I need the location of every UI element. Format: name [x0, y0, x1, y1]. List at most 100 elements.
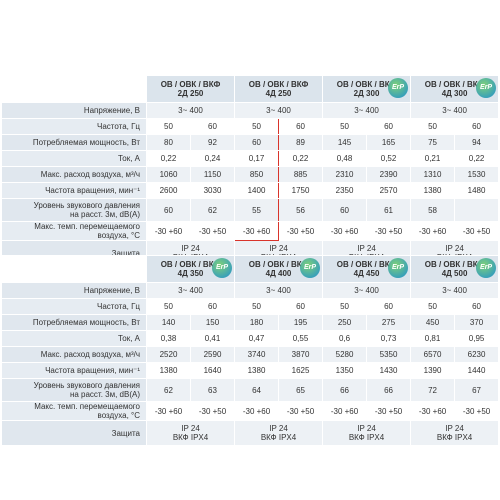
- value-text: 140: [161, 318, 176, 327]
- value-text: 370: [469, 318, 484, 327]
- value-cell: 94: [454, 134, 500, 151]
- value-text: 2350: [335, 186, 354, 195]
- model-name: 4Д 400: [265, 269, 292, 278]
- row-label: Ток, А: [1, 330, 147, 347]
- value-cell: 0,41: [189, 330, 236, 347]
- value-text: 80: [164, 138, 173, 147]
- value-text: 60: [472, 302, 481, 311]
- value-cell: 850: [234, 166, 280, 183]
- value-text: 5280: [335, 350, 354, 359]
- row-label: Макс. расход воздуха, м³/ч: [1, 166, 147, 183]
- value-cell: 60: [146, 198, 191, 222]
- value-cell: 0,22: [146, 150, 191, 167]
- value-cell: 65: [278, 378, 324, 402]
- value-text: 1060: [159, 170, 178, 179]
- value-text: 2310: [335, 170, 354, 179]
- model-series: ОВ / ОВК / ВКФ: [160, 260, 221, 269]
- value-cell: -30 +60: [410, 221, 456, 241]
- value-text: -30 +60: [418, 406, 447, 416]
- value-text: 60: [164, 205, 173, 215]
- value-cell: 275: [366, 314, 412, 331]
- value-text: -30 +50: [462, 406, 491, 416]
- value-text: 195: [293, 318, 308, 327]
- row-label: Частота вращения, мин⁻¹: [1, 362, 147, 379]
- value-text: 60: [208, 302, 217, 311]
- value-cell: 0,6: [322, 330, 368, 347]
- value-cell: 66: [366, 378, 412, 402]
- value-text: 1380: [423, 186, 442, 195]
- value-text: 50: [428, 302, 437, 311]
- value-cell: 250: [322, 314, 368, 331]
- value-cell: 60: [366, 118, 412, 135]
- value-cell: -30 +60: [410, 401, 456, 421]
- value-cell: 3~ 400: [234, 282, 324, 299]
- value-cell: 0,48: [322, 150, 368, 167]
- spec-row: Частота вращения, мин⁻¹ 1380 1640 1380 1625 1…: [1, 362, 500, 379]
- value-text: 1440: [467, 366, 486, 375]
- value-text: 0,38: [160, 334, 177, 343]
- value-cell: 1530: [454, 166, 500, 183]
- spec-row: Уровень звукового давления на расст. 3м, …: [1, 378, 500, 402]
- value-cell: 3~ 400: [410, 282, 500, 299]
- value-text: 0,81: [424, 334, 441, 343]
- value-text: 1380: [159, 366, 178, 375]
- value-cell: 2600: [146, 182, 191, 199]
- value-text: 1400: [247, 186, 266, 195]
- value-cell: 0,52: [366, 150, 412, 167]
- value-cell: 67: [454, 378, 500, 402]
- value-cell: 50: [410, 118, 456, 135]
- value-text: IP 24: [445, 244, 464, 253]
- value-text: 1530: [467, 170, 486, 179]
- value-text: 60: [296, 122, 305, 131]
- erp-badge: ErP: [388, 258, 409, 278]
- value-cell: 0,95: [454, 330, 500, 347]
- row-label-text: Потребляемая мощность, Вт: [32, 318, 140, 327]
- model-name: 4Д 350: [177, 269, 204, 278]
- value-cell: 62: [189, 198, 236, 222]
- value-cell: 60: [322, 198, 368, 222]
- spec-row: Ток, А 0,38 0,41 0,47 0,55 0,6 0,73 0,81 0,95: [1, 330, 500, 347]
- value-text: IP 24: [181, 244, 200, 253]
- spec-row: Макс. расход воздуха, м³/ч 2520 2590 3740 38…: [1, 346, 500, 363]
- value-cell: 60: [366, 298, 412, 315]
- row-label-text: Частота, Гц: [96, 122, 140, 131]
- value-text: 5350: [379, 350, 398, 359]
- spec-row: Макс. темп. перемещаемого воздуха, °C -30…: [1, 401, 500, 421]
- value-cell: 145: [322, 134, 368, 151]
- row-label: Частота, Гц: [1, 298, 147, 315]
- spec-table: ОВ / ОВК / ВКФ 2Д 250 ОВ / ОВК / ВКФ 4Д 250…: [1, 75, 500, 266]
- value-cell: 1440: [454, 362, 500, 379]
- model-name: 2Д 250: [177, 89, 204, 98]
- value-text: 1430: [379, 366, 398, 375]
- value-text: 0,47: [248, 334, 265, 343]
- value-text: 145: [337, 138, 352, 147]
- value-text: 0,55: [292, 334, 309, 343]
- value-cell: 60: [454, 298, 500, 315]
- value-cell: 2390: [366, 166, 412, 183]
- value-text: 89: [296, 138, 305, 147]
- value-cell: 3740: [234, 346, 280, 363]
- value-text: 3~ 400: [354, 106, 379, 115]
- value-text: ВКФ IPX4: [348, 433, 385, 442]
- value-text: 3030: [203, 186, 222, 195]
- row-label: Макс. расход воздуха, м³/ч: [1, 346, 147, 363]
- value-text: IP 24: [357, 244, 376, 253]
- value-cell: 1430: [366, 362, 412, 379]
- value-cell: 66: [322, 378, 368, 402]
- erp-badge: ErP: [476, 258, 497, 278]
- value-text: 0,95: [468, 334, 485, 343]
- value-text: 55: [252, 205, 261, 215]
- value-text: 1310: [423, 170, 442, 179]
- value-text: 60: [472, 122, 481, 131]
- model-series: ОВ / ОВК / ВКФ: [248, 260, 309, 269]
- value-cell: 50: [234, 118, 280, 135]
- model-series: ОВ / ОВК / ВКФ: [336, 80, 397, 89]
- spec-row: Напряжение, В 3~ 400 3~ 400 3~ 400 3~ 400: [1, 282, 500, 299]
- value-text: -30 +60: [418, 226, 447, 236]
- value-text: 61: [384, 205, 393, 215]
- value-cell: 50: [322, 118, 368, 135]
- value-text: 0,24: [204, 154, 221, 163]
- row-label-text: Потребляемая мощность, Вт: [32, 138, 140, 147]
